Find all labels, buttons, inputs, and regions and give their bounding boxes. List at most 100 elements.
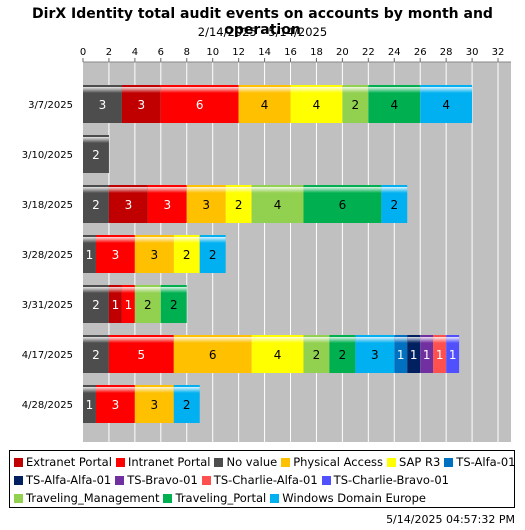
- bar-value-label: 2: [339, 348, 347, 362]
- legend-swatch: [14, 458, 23, 467]
- x-tick-label: 2: [106, 47, 112, 58]
- legend-item: SAP R3: [387, 453, 440, 471]
- bar-segment-highlight: [394, 337, 408, 343]
- bar-value-label: 2: [170, 298, 178, 312]
- bar-segment-highlight: [83, 387, 96, 393]
- legend-swatch: [214, 458, 224, 467]
- x-tick-label: 0: [80, 47, 86, 58]
- bar-value-label: 3: [371, 348, 379, 362]
- legend-item: Windows Domain Europe: [270, 489, 426, 507]
- bar-value-label: 1: [125, 298, 133, 312]
- bar-segment: [446, 335, 460, 373]
- bar-value-label: 4: [442, 98, 450, 112]
- x-tick-label: 22: [362, 47, 375, 58]
- legend-label: TS-Bravo-01: [127, 473, 198, 487]
- bar-value-label: 2: [144, 298, 152, 312]
- legend-item: Traveling_Portal: [163, 489, 266, 507]
- bar-segment-highlight: [121, 87, 161, 93]
- y-category-label: 3/7/2025: [28, 100, 73, 111]
- legend-label: TS-Alfa-01: [456, 455, 516, 469]
- legend-item: TS-Alfa-01: [444, 453, 515, 471]
- bar-value-label: 2: [235, 198, 243, 212]
- bar-value-label: 3: [202, 198, 210, 212]
- bar-segment-highlight: [83, 237, 96, 243]
- legend-swatch: [115, 476, 125, 485]
- bar-value-label: 6: [196, 98, 204, 112]
- bar-segment-highlight: [108, 337, 174, 343]
- bar-value-label: 1: [112, 298, 120, 312]
- bar-segment: [83, 235, 96, 273]
- x-tick-label: 14: [258, 47, 271, 58]
- bar-segment-highlight: [342, 87, 369, 93]
- bar-value-label: 6: [209, 348, 217, 362]
- bar-segment-highlight: [83, 337, 109, 343]
- bar-segment-highlight: [121, 287, 135, 293]
- bar-segment-highlight: [329, 337, 356, 343]
- legend-swatch: [14, 494, 23, 503]
- bar-value-label: 2: [209, 248, 217, 262]
- bar-segment-highlight: [108, 187, 148, 193]
- legend-item: TS-Charlie-Alfa-01: [201, 471, 318, 489]
- legend-item: TS-Charlie-Bravo-01: [321, 471, 449, 489]
- y-category-label: 4/17/2025: [22, 350, 73, 361]
- legend-item: Physical Access: [281, 453, 383, 471]
- legend-label: No value: [226, 455, 278, 469]
- bar-value-label: 2: [92, 198, 100, 212]
- legend-label: Extranet Portal: [26, 455, 112, 469]
- bar-segment-highlight: [199, 237, 226, 243]
- bar-segment-highlight: [95, 237, 135, 243]
- bar-value-label: 4: [390, 98, 398, 112]
- y-category-label: 3/10/2025: [22, 150, 73, 161]
- x-tick-label: 28: [440, 47, 453, 58]
- bar-value-label: 6: [339, 198, 347, 212]
- legend-swatch: [270, 494, 280, 503]
- bar-segment-highlight: [303, 187, 382, 193]
- bar-value-label: 2: [92, 298, 100, 312]
- legend-item: TS-Alfa-Alfa-01: [14, 471, 111, 489]
- bar-segment-highlight: [251, 187, 304, 193]
- bar-segment-highlight: [251, 337, 304, 343]
- legend-swatch: [163, 494, 173, 503]
- bar-value-label: 2: [183, 248, 191, 262]
- y-category-label: 3/28/2025: [22, 250, 73, 261]
- bar-value-label: 3: [125, 198, 133, 212]
- bar-segment-highlight: [160, 287, 187, 293]
- bar-segment-highlight: [83, 137, 109, 143]
- bar-value-label: 3: [151, 398, 159, 412]
- bar-segment-highlight: [173, 237, 200, 243]
- bar-value-label: 2: [352, 98, 360, 112]
- bar-segment-highlight: [83, 287, 109, 293]
- bar-value-label: 2: [183, 398, 191, 412]
- legend-swatch: [14, 476, 23, 485]
- y-category-label: 4/28/2025: [22, 400, 73, 411]
- legend-label: Windows Domain Europe: [282, 491, 426, 505]
- legend-item: Traveling_Management: [14, 489, 159, 507]
- legend-swatch: [201, 476, 211, 485]
- bar-segment-highlight: [381, 187, 408, 193]
- x-tick-label: 4: [132, 47, 138, 58]
- bar-segment: [121, 285, 135, 323]
- legend-item: Extranet Portal: [14, 453, 112, 471]
- bar-segment-highlight: [433, 337, 447, 343]
- bar-segment: [407, 335, 421, 373]
- legend-row: Traveling_Management Traveling_Portal Wind…: [14, 489, 510, 507]
- bar-segment-highlight: [83, 187, 109, 193]
- bar-value-label: 4: [313, 98, 321, 112]
- bar-segment-highlight: [303, 337, 330, 343]
- legend-item: TS-Bravo-01: [115, 471, 198, 489]
- bar-segment-highlight: [407, 337, 421, 343]
- bar-segment-highlight: [160, 87, 239, 93]
- bar-value-label: 2: [92, 348, 100, 362]
- bar-value-label: 3: [112, 398, 120, 412]
- legend-label: TS-Charlie-Alfa-01: [213, 473, 318, 487]
- legend-label: TS-Charlie-Bravo-01: [333, 473, 449, 487]
- legend-label: SAP R3: [399, 455, 441, 469]
- legend-label: TS-Alfa-Alfa-01: [26, 473, 112, 487]
- legend-swatch: [444, 458, 454, 467]
- bar-segment: [394, 335, 408, 373]
- bar-segment-highlight: [368, 87, 421, 93]
- bar-value-label: 3: [138, 98, 146, 112]
- bar-segment-highlight: [420, 87, 473, 93]
- chart-plot: 0 2 4 6 8 10 12 14 16 18 20 22 24 26 28 30 323/7/2025 3 3 6…: [22, 47, 511, 442]
- x-tick-label: 32: [492, 47, 505, 58]
